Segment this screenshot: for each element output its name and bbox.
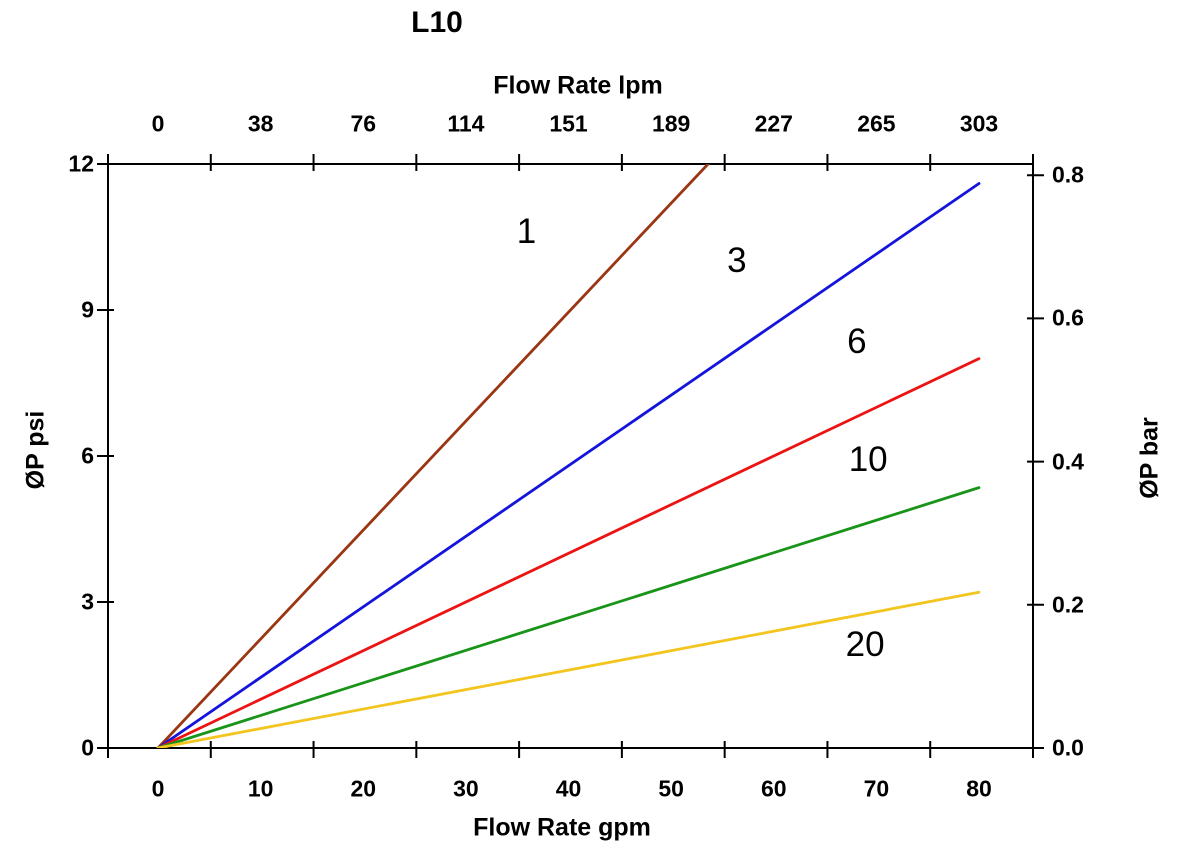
y-right-tick-label: 0.2 (1052, 591, 1084, 618)
x-bottom-tick-label: 20 (350, 775, 377, 802)
top-axis-title: Flow Rate lpm (493, 71, 663, 100)
x-top-tick-label: 76 (350, 110, 377, 137)
y-left-tick-label: 12 (68, 150, 94, 177)
y-left-tick-label: 9 (81, 296, 94, 323)
series-line-6 (156, 357, 981, 748)
x-top-tick-label: 38 (247, 110, 274, 137)
y-left-tick-label: 3 (81, 588, 94, 615)
x-bottom-tick-label: 70 (863, 775, 890, 802)
y-right-tick-label: 0.0 (1052, 734, 1084, 761)
plot-spines (107, 163, 1034, 749)
y-right-tick-label: 0.4 (1052, 448, 1084, 475)
series-line-1 (156, 164, 710, 748)
x-top-tick-label: 227 (754, 110, 793, 137)
bottom-axis-title: Flow Rate gpm (473, 813, 651, 842)
x-top-tick-label: 189 (651, 110, 691, 137)
series-line-10 (156, 486, 981, 748)
x-bottom-tick-label: 50 (658, 775, 684, 802)
x-bottom-tick-label: 30 (453, 775, 479, 802)
x-bottom-tick-label: 40 (555, 775, 582, 802)
y-right-tick-label: 0.6 (1052, 304, 1084, 331)
series-label-6: 6 (847, 321, 867, 361)
y-left-tick-label: 0 (81, 734, 94, 761)
y-left-tick-label: 6 (81, 442, 94, 469)
series-label-10: 10 (848, 439, 888, 479)
x-bottom-tick-label: 10 (247, 775, 274, 802)
y-right-tick-label: 0.8 (1052, 161, 1084, 188)
x-bottom-tick-label: 0 (151, 775, 165, 802)
series-label-1: 1 (516, 212, 537, 252)
x-top-tick-label: 303 (959, 110, 999, 137)
chart-title: L10 (411, 6, 463, 39)
x-top-tick-label: 0 (151, 110, 165, 137)
x-top-tick-label: 151 (549, 110, 588, 137)
x-bottom-tick-label: 80 (966, 775, 992, 802)
series-line-3 (156, 182, 981, 748)
x-bottom-tick-label: 60 (760, 775, 787, 802)
series-line-20 (156, 590, 981, 748)
series-label-3: 3 (727, 241, 747, 281)
series-label-20: 20 (845, 624, 885, 664)
x-top-tick-label: 265 (857, 110, 896, 137)
x-top-tick-label: 114 (447, 110, 485, 137)
